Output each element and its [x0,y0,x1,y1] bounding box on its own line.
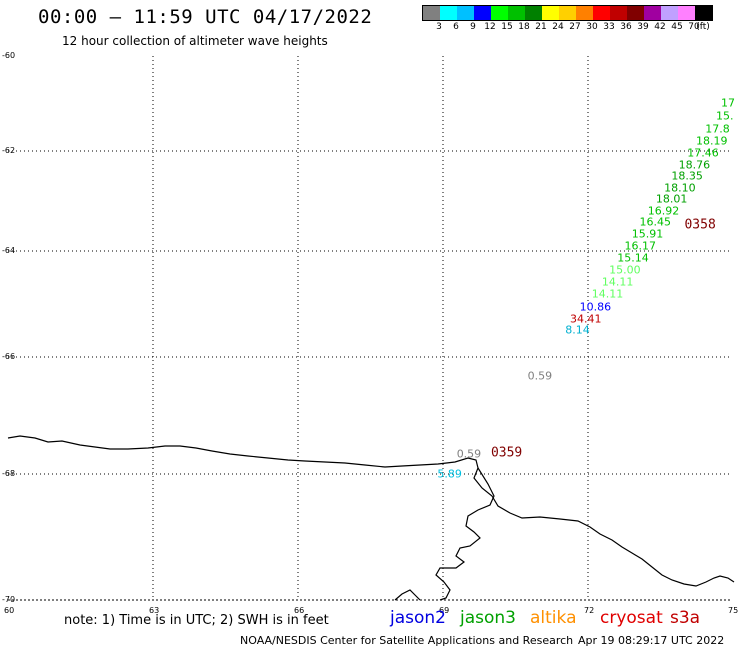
color-scale-cell [576,6,593,20]
color-scale-label: 70 [688,22,700,32]
wave-height-label: 16.92 [647,204,680,218]
wave-height-label: 14.11 [601,275,634,289]
latitude-label: -68 [2,469,16,478]
wave-height-label: 15.00 [609,263,641,277]
color-scale-label: 27 [569,22,581,32]
color-scale-cell [474,6,491,20]
satellite-name: cryosat [600,608,663,628]
color-scale-cell [610,6,627,20]
figure-subtitle: 12 hour collection of altimeter wave hei… [62,34,328,48]
wave-height-color-scale [422,5,713,21]
longitude-label: 72 [584,606,595,615]
latitude-label: -64 [2,246,16,255]
latitude-label: -70 [2,595,16,604]
wave-height-label: 18.35 [671,169,703,183]
color-scale-label: 6 [453,22,459,32]
color-scale-cell [661,6,678,20]
color-scale-labels: 3 6 9 12 15 18 21 24 27 30 33 36 39 42 45 70 (ft) [422,22,740,34]
color-scale-label: 24 [552,22,564,32]
color-scale-label: 42 [654,22,666,32]
figure-title: 00:00 – 11:59 UTC 04/17/2022 [38,6,373,28]
color-scale-cell [644,6,661,20]
wave-height-label: 15.14 [617,251,649,265]
pass-time-label: 0359 [490,445,523,461]
longitude-label: 75 [728,606,739,615]
color-scale-cell [678,6,695,20]
color-scale-label: 39 [637,22,649,32]
color-scale-cell [423,6,440,20]
latitude-label: -66 [2,352,16,361]
color-scale-label: 12 [484,22,496,32]
wave-height-label: 34.41 [570,312,602,326]
color-scale-cell [542,6,559,20]
wave-height-label: 0.59 [456,447,482,461]
wave-height-label: 5.89 [437,467,462,481]
coastline-segment [7,435,735,587]
wave-height-label: 14.11 [591,287,624,301]
color-scale-cell [593,6,610,20]
wave-height-label: 18.01 [655,192,688,206]
footer-credit: NOAA/NESDIS Center for Satellite Applica… [240,634,574,647]
coastline [7,435,735,601]
color-scale-cell [627,6,644,20]
color-scale-label: 30 [586,22,598,32]
pass-time-label: 0358 [684,217,716,233]
longitude-label: 63 [149,606,160,615]
wave-height-label: 18.19 [695,134,728,148]
footer-note: note: 1) Time is in UTC; 2) SWH is in fe… [64,613,329,628]
color-scale-label: 9 [470,22,476,32]
latitude-label: -62 [2,146,16,155]
latitude-label: -60 [2,51,16,60]
color-scale-label: 45 [671,22,683,32]
longitude-label: 60 [4,606,15,615]
color-scale-cell [491,6,508,20]
color-scale-label: 36 [620,22,632,32]
coastline-segment [435,467,495,601]
wave-height-label: 15. [716,109,734,123]
longitude-label: 69 [439,606,450,615]
color-scale-label: (ft) [696,22,710,32]
wave-height-label: 18.10 [664,181,696,195]
wave-height-label: 17.8 [705,122,730,136]
longitude-label: 66 [294,606,305,615]
color-scale-cell [559,6,576,20]
footer-timestamp: Apr 19 08:29:17 UTC 2022 [578,634,725,647]
color-scale-cell [525,6,542,20]
wave-height-label: 15.91 [631,227,664,241]
color-scale-cell [457,6,474,20]
color-scale-cell [508,6,525,20]
wave-height-label: 18.76 [678,158,711,172]
wave-height-label: 0.59 [527,369,553,383]
wave-height-label: 16.17 [624,239,657,253]
color-scale-label: 3 [436,22,442,32]
color-scale-cell [695,6,712,20]
wave-height-label: 8.14 [565,323,590,337]
satellite-name: jason2 [390,608,446,628]
color-scale-label: 15 [501,22,513,32]
color-scale-label: 21 [535,22,547,32]
wave-height-label: 10.86 [579,300,612,314]
satellite-name: s3a [670,608,701,628]
map-grid [8,56,732,601]
wave-height-label: 16.45 [639,215,672,229]
color-scale-cell [440,6,457,20]
wave-height-label: 17 [721,96,735,110]
color-scale-label: 18 [518,22,530,32]
satellite-name: altika [530,608,577,628]
color-scale-label: 33 [603,22,615,32]
wave-height-label: 17.46 [687,146,719,160]
satellite-name: jason3 [460,608,516,628]
coastline-segment [394,589,421,601]
